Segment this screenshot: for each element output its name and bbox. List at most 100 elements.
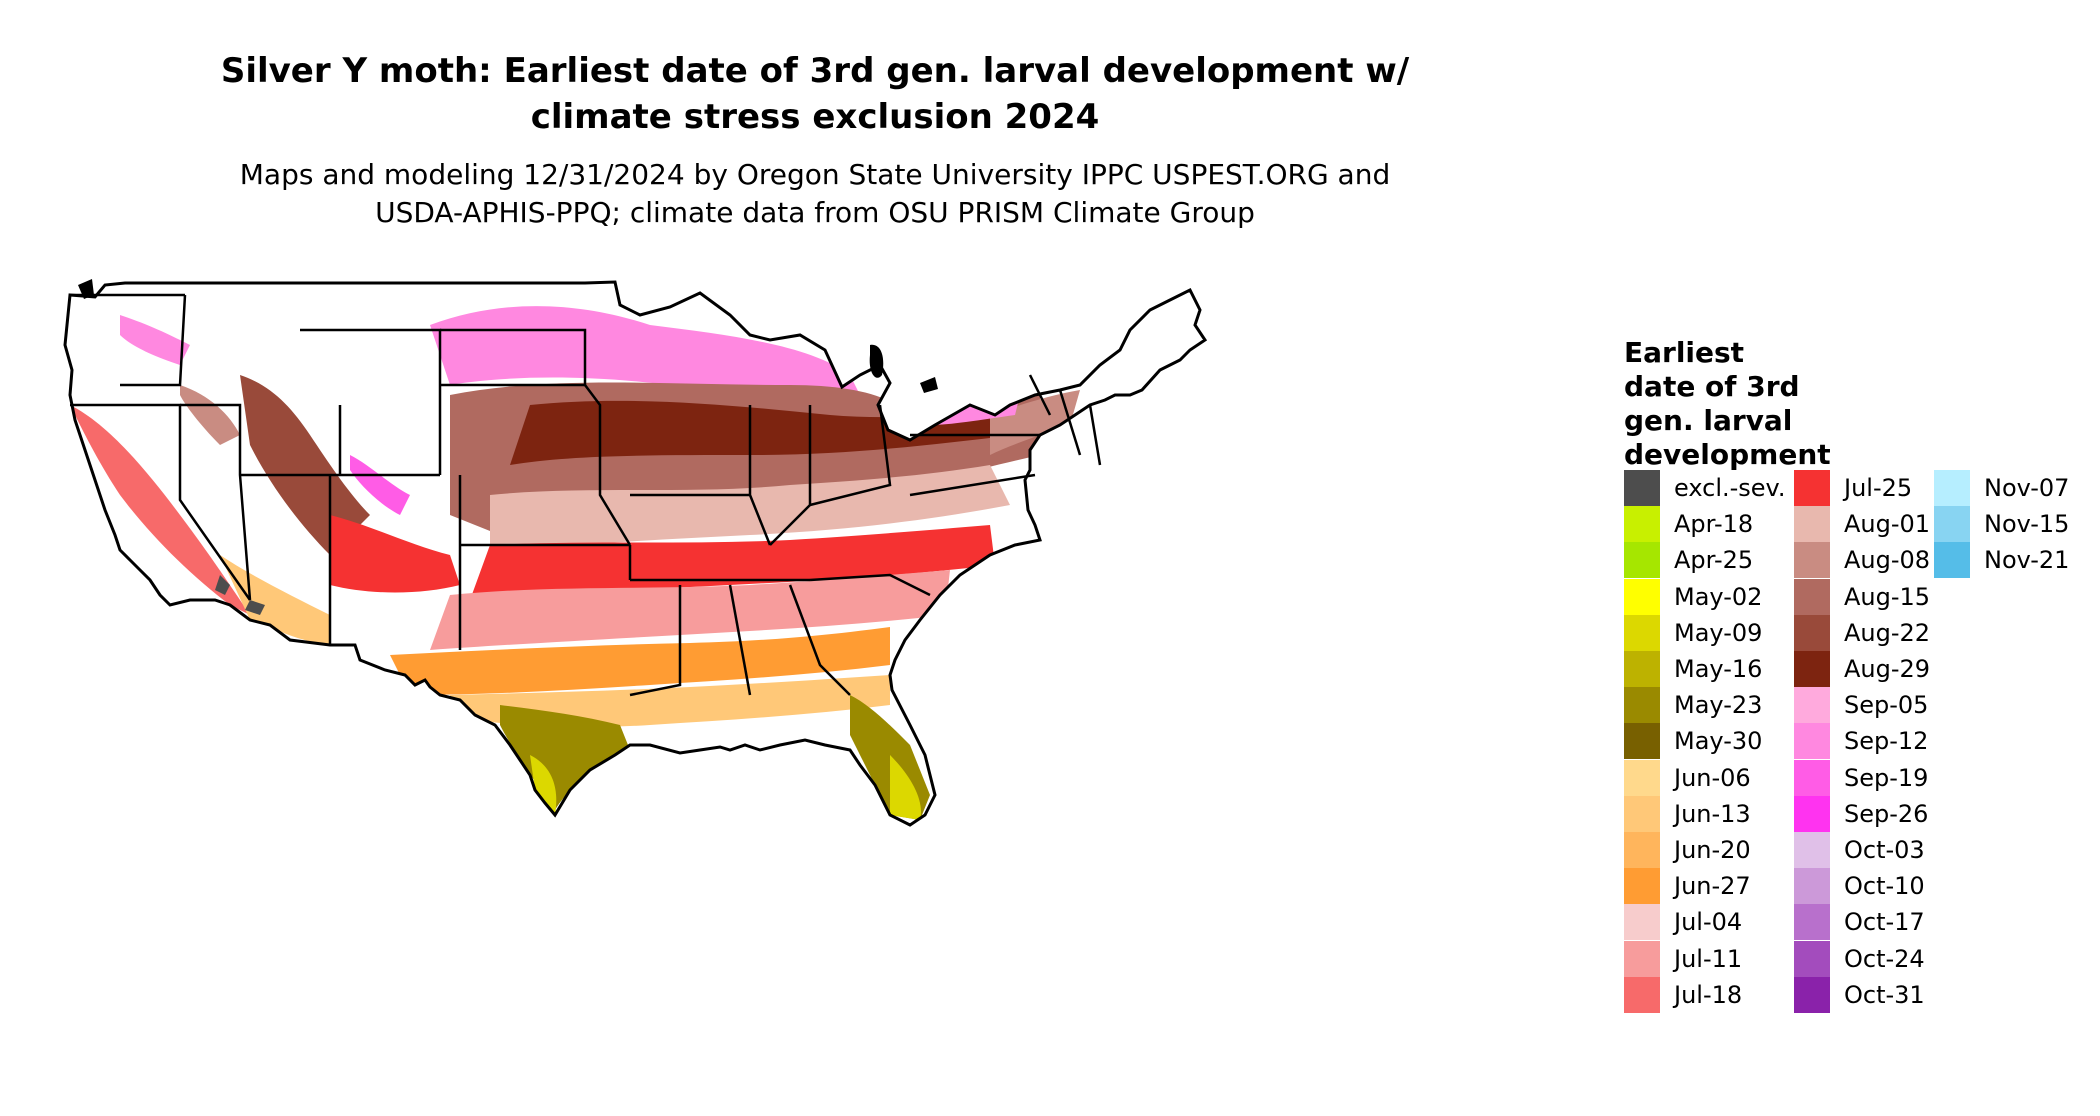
legend-label: May-16 xyxy=(1674,655,1763,683)
legend-item: May-23 xyxy=(1624,687,1763,724)
legend-label: Aug-22 xyxy=(1844,618,1931,647)
legend-swatch xyxy=(1794,506,1830,543)
legend-item: Oct-31 xyxy=(1794,976,1925,1013)
legend-item: Sep-19 xyxy=(1794,759,1929,796)
legend-item: Oct-17 xyxy=(1794,904,1925,941)
legend-item: Oct-03 xyxy=(1794,832,1925,868)
legend-label: Oct-03 xyxy=(1844,836,1925,864)
legend-title-line: gen. larval xyxy=(1624,404,1793,437)
map-subtitle-line2: USDA-APHIS-PPQ; climate data from OSU PR… xyxy=(375,196,1255,229)
map-subtitle-line1: Maps and modeling 12/31/2024 by Oregon S… xyxy=(239,158,1391,191)
legend-item: Jun-27 xyxy=(1624,868,1751,905)
legend-label: Aug-15 xyxy=(1844,582,1931,611)
legend-label: Nov-07 xyxy=(1984,474,2070,502)
legend-swatch xyxy=(1794,940,1830,977)
legend-title-line: date of 3rd xyxy=(1624,370,1800,403)
map-title: Silver Y moth: Earliest date of 3rd gen.… xyxy=(60,48,1570,140)
legend-item: May-16 xyxy=(1624,651,1762,687)
legend-swatch xyxy=(1624,506,1660,543)
legend-swatch xyxy=(1624,542,1660,579)
legend-label: Oct-24 xyxy=(1844,944,1925,973)
legend-item: Apr-25 xyxy=(1624,542,1754,579)
legend-label: Apr-25 xyxy=(1674,546,1754,575)
legend-label: Sep-19 xyxy=(1844,763,1929,792)
legend-item: May-30 xyxy=(1624,723,1763,760)
legend-label: Aug-08 xyxy=(1844,546,1931,575)
legend-label: Sep-05 xyxy=(1844,691,1929,720)
map-title-line1: Silver Y moth: Earliest date of 3rd gen.… xyxy=(220,51,1410,91)
legend-item: Oct-10 xyxy=(1794,868,1925,905)
legend-label: Oct-10 xyxy=(1844,872,1925,901)
legend-item: Sep-05 xyxy=(1794,687,1929,724)
legend-label: Jun-27 xyxy=(1674,872,1751,901)
legend-title: Earliest date of 3rd gen. larval develop… xyxy=(1624,336,1904,472)
legend-swatch xyxy=(1794,976,1830,1013)
legend-item: May-09 xyxy=(1624,614,1763,651)
legend-swatch xyxy=(1794,470,1830,506)
legend-swatch xyxy=(1934,470,1970,506)
legend-swatch xyxy=(1794,904,1830,941)
legend-item: Apr-18 xyxy=(1624,506,1754,543)
map-subtitle: Maps and modeling 12/31/2024 by Oregon S… xyxy=(60,156,1570,232)
legend-label: Sep-12 xyxy=(1844,727,1929,756)
legend-label: May-09 xyxy=(1674,618,1763,647)
legend-item: Sep-26 xyxy=(1794,795,1929,832)
legend-swatch xyxy=(1624,976,1660,1013)
legend-item: Oct-24 xyxy=(1794,940,1925,977)
legend-item: Jun-13 xyxy=(1624,795,1751,832)
map-title-line2: climate stress exclusion 2024 xyxy=(530,97,1100,137)
legend-label: Oct-31 xyxy=(1844,980,1925,1009)
legend-title-line: development xyxy=(1624,438,1831,471)
legend-label: Nov-15 xyxy=(1984,510,2070,539)
legend-swatch xyxy=(1794,795,1830,832)
legend-label: Nov-21 xyxy=(1984,546,2070,575)
legend-swatch xyxy=(1624,470,1660,506)
legend-item: Sep-12 xyxy=(1794,723,1929,760)
legend-label: Jun-06 xyxy=(1674,763,1751,792)
legend-item: Jul-25 xyxy=(1794,470,1912,506)
legend-swatch xyxy=(1794,687,1830,724)
legend-item: Aug-15 xyxy=(1794,578,1931,615)
legend-item: Jul-04 xyxy=(1624,904,1743,941)
legend-item: Aug-08 xyxy=(1794,542,1931,579)
legend-item: Nov-07 xyxy=(1934,470,2069,506)
legend-item: Jun-06 xyxy=(1624,759,1751,796)
legend-swatch xyxy=(1624,723,1660,760)
legend-item: Aug-22 xyxy=(1794,614,1931,651)
legend-swatch xyxy=(1794,723,1830,760)
legend-label: Jun-20 xyxy=(1674,836,1751,864)
legend-swatch xyxy=(1624,904,1660,941)
legend-label: Jun-13 xyxy=(1674,799,1751,828)
legend-swatch xyxy=(1934,506,1970,543)
legend-label: Jul-18 xyxy=(1674,980,1743,1009)
legend-label: Aug-29 xyxy=(1844,655,1931,683)
legend-swatch xyxy=(1794,868,1830,905)
legend-swatch xyxy=(1794,832,1830,868)
legend-swatch xyxy=(1624,687,1660,724)
legend-swatch xyxy=(1624,614,1660,651)
legend-item: excl.-sev. xyxy=(1624,470,1786,506)
legend-item: Aug-29 xyxy=(1794,651,1930,687)
legend-label: Apr-18 xyxy=(1674,510,1754,539)
legend-label: Jul-11 xyxy=(1674,944,1743,973)
legend-label: Sep-26 xyxy=(1844,799,1929,828)
legend-swatch xyxy=(1624,795,1660,832)
legend-label: May-02 xyxy=(1674,582,1763,611)
legend-label: excl.-sev. xyxy=(1674,474,1786,502)
legend-swatch xyxy=(1624,832,1660,868)
legend-item: Jun-20 xyxy=(1624,832,1751,868)
legend-item: Jul-18 xyxy=(1624,976,1743,1013)
legend-title-line: Earliest xyxy=(1624,336,1745,369)
legend-swatch xyxy=(1934,542,1970,579)
legend-swatch xyxy=(1624,940,1660,977)
legend-label: May-30 xyxy=(1674,727,1763,756)
legend-item: Nov-15 xyxy=(1934,506,2070,543)
us-map xyxy=(63,279,1207,827)
legend-label: Jul-04 xyxy=(1674,908,1743,937)
legend-swatch xyxy=(1624,578,1660,615)
legend-item: Nov-21 xyxy=(1934,542,2070,579)
legend-label: May-23 xyxy=(1674,691,1763,720)
legend-item: Jul-11 xyxy=(1624,940,1743,977)
legend-swatch xyxy=(1794,651,1830,687)
legend-item: May-02 xyxy=(1624,578,1763,615)
